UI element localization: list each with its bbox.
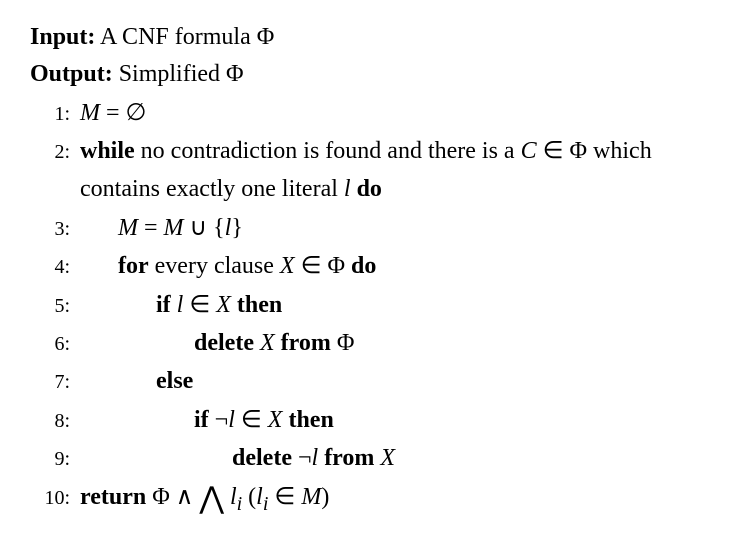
var-l: l	[228, 407, 235, 433]
lineno: 9:	[30, 439, 80, 475]
text: every clause	[149, 253, 280, 279]
algorithm-block: 1: M = ∅ 2: while no contradiction is fo…	[30, 94, 725, 520]
lineno: 6:	[30, 324, 80, 360]
lineno: 10:	[30, 478, 80, 514]
text: = ∅	[100, 100, 146, 126]
var-M: M	[118, 215, 138, 241]
var-X: X	[280, 253, 295, 279]
kw-then: then	[282, 407, 333, 433]
kw-return: return	[80, 484, 146, 510]
var-M: M	[80, 100, 100, 126]
text: ¬	[209, 407, 229, 433]
var-X: X	[216, 292, 231, 318]
input-text: A CNF formula Φ	[95, 24, 274, 50]
text: ∈	[183, 292, 216, 318]
algo-line-9: 9: delete ¬l from X	[30, 439, 725, 477]
algo-line-5: 5: if l ∈ X then	[30, 286, 725, 324]
lineno: 1:	[30, 94, 80, 130]
text: )	[321, 484, 329, 510]
code: M = M ∪ {l}	[80, 209, 725, 247]
code: while no contradiction is found and ther…	[80, 132, 725, 209]
var-M: M	[164, 215, 184, 241]
kw-for: for	[118, 253, 149, 279]
code: for every clause X ∈ Φ do	[80, 247, 725, 285]
code: if l ∈ X then	[80, 286, 725, 324]
kw-from: from	[275, 330, 331, 356]
lineno: 7:	[30, 362, 80, 398]
text: ∪ {	[184, 215, 225, 241]
lineno: 8:	[30, 401, 80, 437]
code: if ¬l ∈ X then	[80, 401, 725, 439]
algo-line-2: 2: while no contradiction is found and t…	[30, 132, 725, 209]
text: ∈ Φ	[295, 253, 351, 279]
kw-else: else	[156, 368, 193, 394]
input-line: Input: A CNF formula Φ	[30, 20, 725, 55]
kw-delete: delete	[232, 445, 292, 471]
text: ¬	[292, 445, 312, 471]
kw-do: do	[351, 253, 376, 279]
algo-line-3: 3: M = M ∪ {l}	[30, 209, 725, 247]
algo-line-6: 6: delete X from Φ	[30, 324, 725, 362]
algo-line-1: 1: M = ∅	[30, 94, 725, 132]
code: else	[80, 362, 725, 400]
kw-then: then	[231, 292, 282, 318]
lineno: 5:	[30, 286, 80, 322]
output-text: Simplified Φ	[113, 61, 244, 87]
text: Φ	[331, 330, 355, 356]
kw-if: if	[194, 407, 209, 433]
algo-line-8: 8: if ¬l ∈ X then	[30, 401, 725, 439]
kw-do: do	[351, 176, 382, 202]
kw-if: if	[156, 292, 171, 318]
text: Φ ∧	[146, 484, 199, 510]
text: (	[242, 484, 256, 510]
var-X: X	[268, 407, 283, 433]
var-M: M	[301, 484, 321, 510]
code: delete ¬l from X	[80, 439, 725, 477]
code: M = ∅	[80, 94, 725, 132]
output-line: Output: Simplified Φ	[30, 57, 725, 92]
output-label: Output:	[30, 61, 113, 87]
algo-line-7: 7: else	[30, 362, 725, 400]
lineno: 2:	[30, 132, 80, 168]
var-X: X	[260, 330, 275, 356]
lineno: 3:	[30, 209, 80, 245]
var-X: X	[380, 445, 395, 471]
text: ∈	[268, 484, 301, 510]
var-l: l	[230, 484, 237, 510]
algo-line-10: 10: return Φ ∧ ⋀ li (li ∈ M)	[30, 478, 725, 520]
var-C: C	[521, 138, 537, 164]
text: }	[231, 215, 243, 241]
var-l: l	[344, 176, 351, 202]
text: no contradiction is found and there is a	[135, 138, 521, 164]
text: =	[138, 215, 164, 241]
code: return Φ ∧ ⋀ li (li ∈ M)	[80, 478, 725, 520]
text: ∈	[235, 407, 268, 433]
algo-line-4: 4: for every clause X ∈ Φ do	[30, 247, 725, 285]
kw-delete: delete	[194, 330, 254, 356]
var-l: l	[256, 484, 263, 510]
kw-while: while	[80, 138, 135, 164]
input-label: Input:	[30, 24, 95, 50]
code: delete X from Φ	[80, 324, 725, 362]
kw-from: from	[318, 445, 374, 471]
lineno: 4:	[30, 247, 80, 283]
